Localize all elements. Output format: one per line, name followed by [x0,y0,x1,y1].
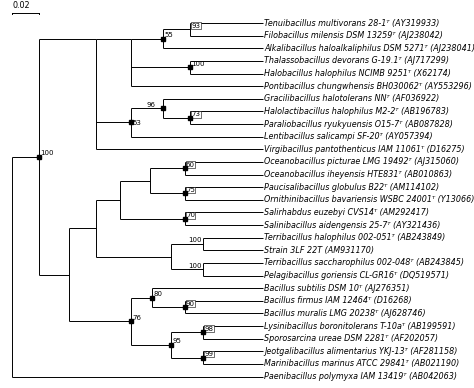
Text: 0.02: 0.02 [12,1,30,10]
Text: 76: 76 [132,315,141,321]
Text: Salinibacillus aidengensis 25-7ᵀ (AY321436): Salinibacillus aidengensis 25-7ᵀ (AY3214… [264,220,440,230]
Text: 90: 90 [186,301,195,307]
Text: Gracilibacillus halotolerans NNᵀ (AF036922): Gracilibacillus halotolerans NNᵀ (AF0369… [264,94,439,103]
Text: Thalassobacillus devorans G-19.1ᵀ (AJ717299): Thalassobacillus devorans G-19.1ᵀ (AJ717… [264,56,449,66]
Text: 93: 93 [191,23,201,29]
Text: 100: 100 [40,150,54,156]
Text: Jeotgalibacillus alimentarius YKJ-13ᵀ (AF281158): Jeotgalibacillus alimentarius YKJ-13ᵀ (A… [264,347,457,356]
Text: Lysinibacillus boronitolerans T-10aᵀ (AB199591): Lysinibacillus boronitolerans T-10aᵀ (AB… [264,322,456,331]
Text: Paucisalibacillus globulus B22ᵀ (AM114102): Paucisalibacillus globulus B22ᵀ (AM11410… [264,183,439,192]
Text: Salirhabdus euzebyi CVS14ᵀ (AM292417): Salirhabdus euzebyi CVS14ᵀ (AM292417) [264,208,429,217]
Text: 100: 100 [191,61,205,67]
Text: 80: 80 [154,291,163,297]
Text: 100: 100 [189,263,202,269]
Text: Filobacillus milensis DSM 13259ᵀ (AJ238042): Filobacillus milensis DSM 13259ᵀ (AJ2380… [264,31,443,40]
Text: Sporosarcina ureae DSM 2281ᵀ (AF202057): Sporosarcina ureae DSM 2281ᵀ (AF202057) [264,334,438,343]
Text: Terribacillus saccharophilus 002-048ᵀ (AB243845): Terribacillus saccharophilus 002-048ᵀ (A… [264,258,464,267]
Text: Marinibacillus marinus ATCC 29841ᵀ (AB021190): Marinibacillus marinus ATCC 29841ᵀ (AB02… [264,359,459,368]
Text: Paenibacillus polymyxa IAM 13419ᵀ (AB042063): Paenibacillus polymyxa IAM 13419ᵀ (AB042… [264,372,457,381]
Text: 53: 53 [132,120,141,126]
Text: 95: 95 [173,338,182,345]
Text: Oceanobacillus iheyensis HTE831ᵀ (AB010863): Oceanobacillus iheyensis HTE831ᵀ (AB0108… [264,170,452,179]
Text: 99: 99 [205,351,214,357]
Text: 100: 100 [189,237,202,243]
Text: Bacillus subtilis DSM 10ᵀ (AJ276351): Bacillus subtilis DSM 10ᵀ (AJ276351) [264,284,410,293]
Text: Virgibacillus pantothenticus IAM 11061ᵀ (D16275): Virgibacillus pantothenticus IAM 11061ᵀ … [264,145,465,154]
Text: 96: 96 [147,102,156,108]
Text: Terribacillus halophilus 002-051ᵀ (AB243849): Terribacillus halophilus 002-051ᵀ (AB243… [264,233,445,242]
Text: 60: 60 [186,162,195,168]
Text: 98: 98 [205,326,214,332]
Text: Bacillus muralis LMG 20238ᵀ (AJ628746): Bacillus muralis LMG 20238ᵀ (AJ628746) [264,309,426,318]
Text: 75: 75 [186,187,195,193]
Text: Alkalibacillus haloalkaliphilus DSM 5271ᵀ (AJ238041): Alkalibacillus haloalkaliphilus DSM 5271… [264,44,474,53]
Text: Oceanobacillus picturae LMG 19492ᵀ (AJ315060): Oceanobacillus picturae LMG 19492ᵀ (AJ31… [264,158,459,166]
Text: Halolactibacillus halophilus M2-2ᵀ (AB196783): Halolactibacillus halophilus M2-2ᵀ (AB19… [264,107,449,116]
Text: Halobacillus halophilus NCIMB 9251ᵀ (X62174): Halobacillus halophilus NCIMB 9251ᵀ (X62… [264,69,451,78]
Text: Pelagibacillus goriensis CL-GR16ᵀ (DQ519571): Pelagibacillus goriensis CL-GR16ᵀ (DQ519… [264,271,449,280]
Text: Tenuibacillus multivorans 28-1ᵀ (AY319933): Tenuibacillus multivorans 28-1ᵀ (AY31993… [264,19,439,28]
Text: Paraliobacillus ryukyuensis O15-7ᵀ (AB087828): Paraliobacillus ryukyuensis O15-7ᵀ (AB08… [264,120,453,128]
Text: 55: 55 [164,32,173,38]
Text: 70: 70 [186,212,195,218]
Text: Strain 3LF 22T (AM931170): Strain 3LF 22T (AM931170) [264,246,374,255]
Text: Ornithinibacillus bavariensis WSBC 24001ᵀ (Y13066): Ornithinibacillus bavariensis WSBC 24001… [264,195,474,204]
Text: 73: 73 [191,111,201,117]
Text: Bacillus firmus IAM 12464ᵀ (D16268): Bacillus firmus IAM 12464ᵀ (D16268) [264,296,412,305]
Text: Pontibacillus chungwhensis BH030062ᵀ (AY553296): Pontibacillus chungwhensis BH030062ᵀ (AY… [264,81,472,91]
Text: Lentibacillus salicampi SF-20ᵀ (AY057394): Lentibacillus salicampi SF-20ᵀ (AY057394… [264,132,433,141]
